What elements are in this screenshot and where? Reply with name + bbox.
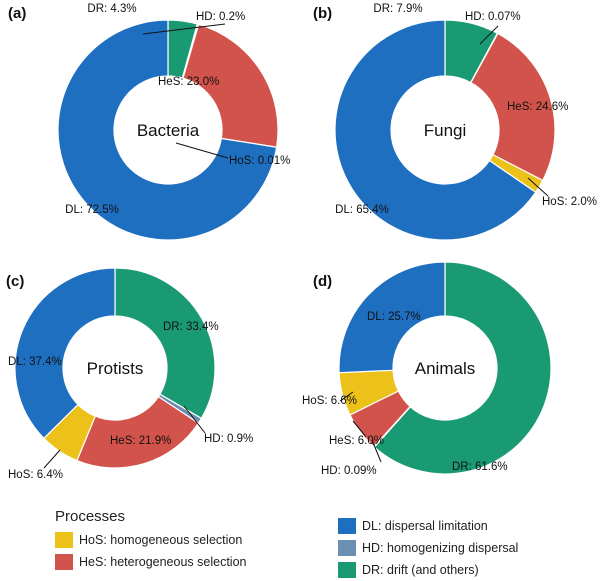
leader-line-hes [352,420,367,438]
slice-label-dl: DL: 37.4% [8,356,62,368]
panel-tag: (c) [6,273,24,290]
slice-label-hos: HoS: 6.6% [302,395,357,407]
donut-panel-fungi: DR: 7.9% HD: 0.07% HeS: 24.6% HoS: 2.0% DL: … [313,3,597,241]
center-label: Fungi [424,121,467,140]
legend-swatch-hos [55,532,73,548]
slice-dl [14,267,116,440]
slice-label-hd: HD: 0.9% [204,433,253,445]
slice-dr [114,267,216,420]
slice-label-hd: HD: 0.09% [321,465,377,477]
legend-swatch-dr [338,562,356,578]
donut-panel-animals: DR: 61.6% HD: 0.09% HeS: 6.0% HoS: 6.6% DL: … [302,261,552,477]
legend-label-hd: HD: homogenizing dispersal [362,541,519,555]
legend-label-hos: HoS: homogeneous selection [79,533,243,547]
slice-label-hes: HeS: 24.6% [507,101,568,113]
leader-line-hd [183,405,206,434]
slice-dl [338,261,446,374]
legend-swatch-dl [338,518,356,534]
slice-label-hos: HoS: 6.4% [8,469,63,481]
leader-line-hos [339,391,354,402]
donut-panel-bacteria: DR: 4.3% HD: 0.2% HeS: 23.0% HoS: 0.01% DL: … [8,3,290,241]
center-label: Bacteria [137,121,200,140]
center-label: Animals [415,359,475,378]
leader-line-hd [142,23,226,35]
center-label: Protists [87,359,144,378]
legend-swatch-hes [55,554,73,570]
leader-line-hos [43,449,61,469]
donut-panel-protists: DR: 33.4% HD: 0.9% HeS: 21.9% HoS: 6.4% DL: … [6,267,253,481]
slice-label-dl: DL: 25.7% [367,311,421,323]
legend-item-dl: DL: dispersal limitation [338,515,518,537]
legend-label-hes: HeS: heterogeneous selection [79,555,247,569]
leader-line-hd [479,25,499,45]
slice-hes [182,23,279,148]
legend-label-dr: DR: drift (and others) [362,563,479,577]
slice-label-dr: DR: 4.3% [87,3,136,15]
legend-swatch-hd [338,540,356,556]
leader-line-hos [527,177,549,197]
leader-line-hd [371,439,382,463]
slice-label-hes: HeS: 6.0% [329,435,384,447]
legend-label-dl: DL: dispersal limitation [362,519,488,533]
slice-dl [334,19,537,241]
slice-label-hes: HeS: 23.0% [158,76,219,88]
legend-item-hos: HoS: homogeneous selection [55,529,246,551]
legend-title: Processes [55,508,126,525]
legend-item-hd: HD: homogenizing dispersal [338,537,518,559]
donut-chart-figure: DR: 4.3% HD: 0.2% HeS: 23.0% HoS: 0.01% DL: … [6,3,597,481]
slice-label-dr: DR: 61.6% [452,461,508,473]
legend-left: Processes HoS: homogeneous selection HeS… [55,508,246,573]
slice-label-hes: HeS: 21.9% [110,435,171,447]
slice-label-dl: DL: 65.4% [335,204,389,216]
slice-label-dr: DR: 7.9% [373,3,422,15]
leader-line-hos [175,142,229,159]
slice-label-dl: DL: 72.5% [65,204,119,216]
panel-tag: (a) [8,5,26,22]
slice-dl [57,19,278,241]
legend-item-dr: DR: drift (and others) [338,559,518,581]
legend-item-hes: HeS: heterogeneous selection [55,551,246,573]
slice-label-dr: DR: 33.4% [163,321,219,333]
slice-hes [76,395,200,469]
panel-tag: (b) [313,5,332,22]
slice-hes [470,32,556,182]
slice-dr [373,261,552,475]
slice-label-hd: HD: 0.07% [465,11,521,23]
slice-label-hos: HoS: 0.01% [229,155,290,167]
panel-tag: (d) [313,273,332,290]
legend-right: DL: dispersal limitation HD: homogenizin… [338,515,518,581]
slice-label-hd: HD: 0.2% [196,11,245,23]
slice-label-hos: HoS: 2.0% [542,196,597,208]
